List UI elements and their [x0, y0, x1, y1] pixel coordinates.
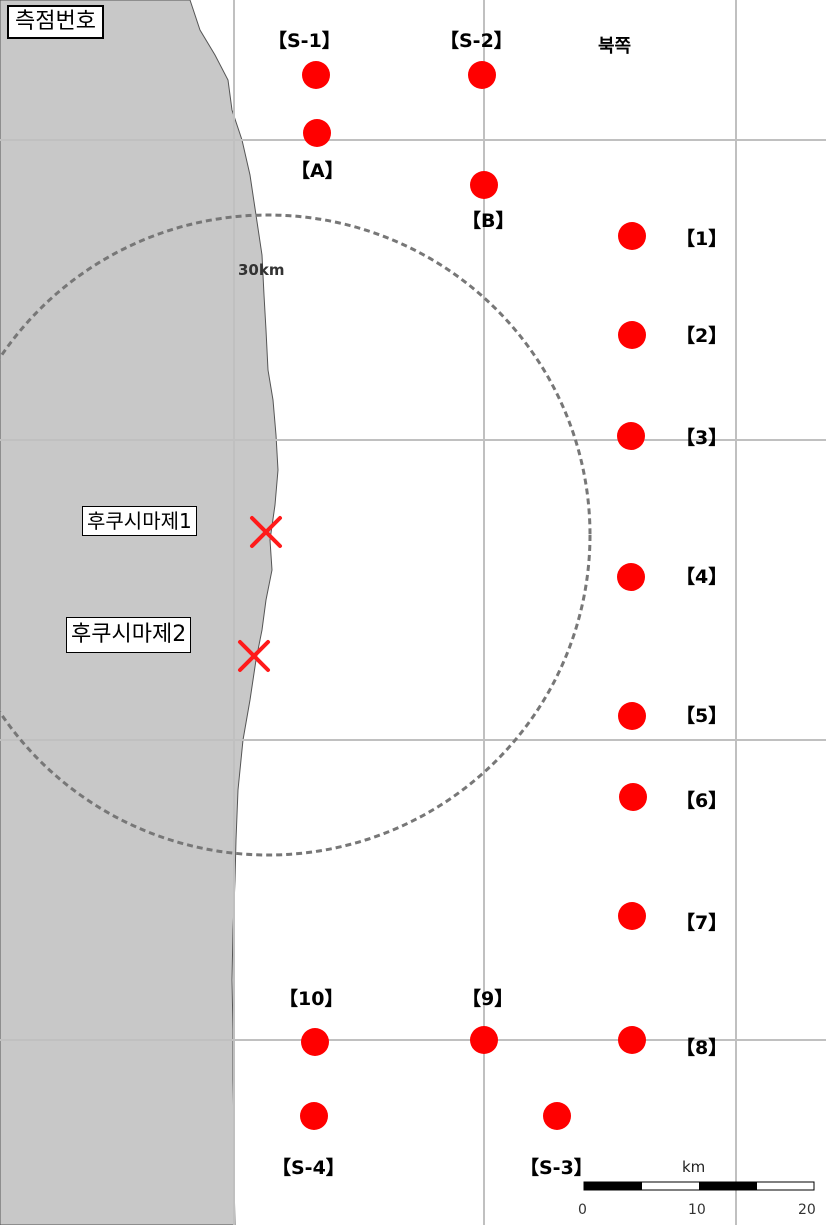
station-dot-a [303, 119, 331, 147]
station-label-5: 【5】 [676, 705, 728, 727]
station-dot-3 [617, 422, 645, 450]
station-label-2: 【2】 [676, 325, 728, 347]
station-label-a: 【A】 [291, 160, 344, 182]
station-label-s-2: 【S-2】 [440, 30, 513, 52]
station-label-s-3: 【S-3】 [520, 1157, 593, 1179]
scale-bar: km 0 10 20 [578, 1158, 816, 1218]
station-label-b: 【B】 [462, 210, 515, 232]
station-label-10: 【10】 [279, 988, 344, 1010]
scale-tick-label: 0 [578, 1202, 587, 1218]
station-dot-1 [618, 222, 646, 250]
station-dot-2 [618, 321, 646, 349]
station-dot-6 [619, 783, 647, 811]
north-label: 북쪽 [598, 36, 632, 57]
scale-unit-label: km [682, 1158, 705, 1176]
station-dot-10 [301, 1028, 329, 1056]
station-label-9: 【9】 [462, 988, 514, 1010]
station-dot-b [470, 171, 498, 199]
plant-2-marker [238, 640, 270, 672]
station-dot-5 [618, 702, 646, 730]
exclusion-ring [0, 213, 592, 857]
station-label-4: 【4】 [676, 566, 728, 588]
station-label-8: 【8】 [676, 1037, 728, 1059]
station-dot-s-2 [468, 61, 496, 89]
station-label-6: 【6】 [676, 790, 728, 812]
radius-label: 30km [238, 261, 284, 279]
station-dot-9 [470, 1026, 498, 1054]
stations-layer [300, 61, 647, 1130]
plant-label-2: 후쿠시마제2 [66, 617, 192, 653]
station-dot-s-4 [300, 1102, 328, 1130]
scale-tick-label: 20 [798, 1202, 816, 1218]
station-label-s-4: 【S-4】 [272, 1157, 345, 1179]
station-dot-s-1 [302, 61, 330, 89]
station-dot-4 [617, 563, 645, 591]
plant-label-1: 후쿠시마제1 [82, 506, 197, 536]
plant-1-marker [250, 516, 282, 548]
station-dot-7 [618, 902, 646, 930]
station-label-3: 【3】 [676, 427, 728, 449]
station-label-s-1: 【S-1】 [268, 30, 341, 52]
map-title: 측점번호 [7, 5, 104, 39]
scale-tick-label: 10 [688, 1202, 706, 1218]
land-area [0, 0, 279, 1225]
station-dot-8 [618, 1026, 646, 1054]
station-dot-s-3 [543, 1102, 571, 1130]
station-label-1: 【1】 [676, 228, 728, 250]
station-label-7: 【7】 [676, 912, 728, 934]
